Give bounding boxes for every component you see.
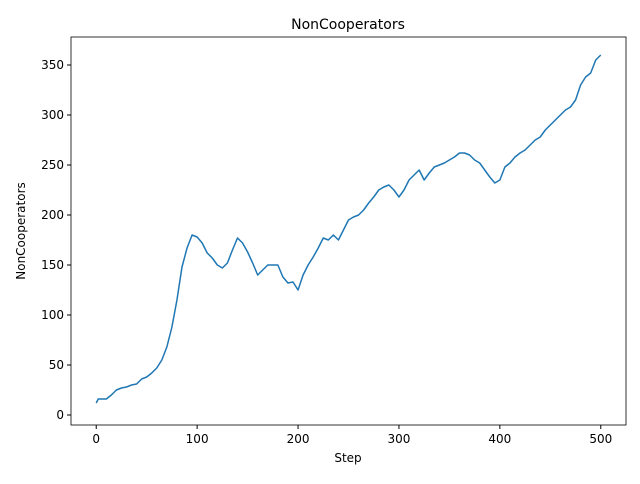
x-tick-label: 200 bbox=[287, 432, 310, 446]
y-tick-label: 350 bbox=[41, 58, 64, 72]
x-tick-label: 0 bbox=[92, 432, 100, 446]
plot-frame bbox=[70, 36, 627, 426]
x-tick-label: 500 bbox=[589, 432, 612, 446]
y-tick-label: 150 bbox=[41, 258, 64, 272]
x-tick-label: 300 bbox=[388, 432, 411, 446]
y-tick-label: 250 bbox=[41, 158, 64, 172]
data-line bbox=[95, 54, 602, 404]
y-tick-label: 300 bbox=[41, 108, 64, 122]
x-axis-label: Step bbox=[334, 451, 361, 465]
y-tick-label: 0 bbox=[56, 408, 64, 422]
y-tick-label: 50 bbox=[49, 358, 64, 372]
chart-title: NonCooperators bbox=[291, 17, 405, 33]
y-tick-label: 200 bbox=[41, 208, 64, 222]
x-tick-label: 400 bbox=[488, 432, 511, 446]
y-tick-label: 100 bbox=[41, 308, 64, 322]
x-tick-label: 100 bbox=[186, 432, 209, 446]
y-axis-label: NonCooperators bbox=[14, 182, 28, 280]
